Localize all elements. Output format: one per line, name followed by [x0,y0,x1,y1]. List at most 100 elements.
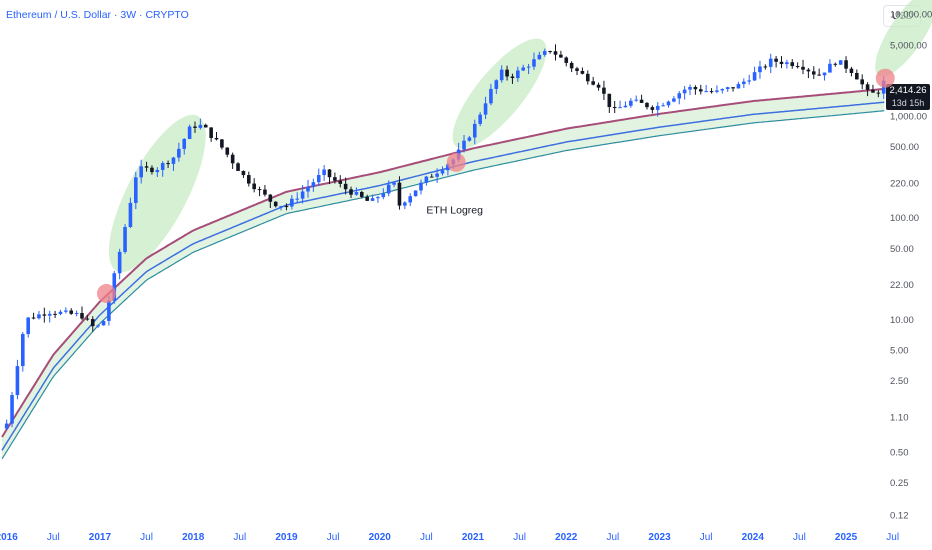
candle-body [306,186,310,192]
candle-body [424,176,429,183]
candle-body [96,325,100,327]
candle [338,175,343,188]
candle-body [419,182,423,191]
candle [661,102,665,107]
candle [365,194,369,202]
candle-body [107,300,111,321]
candle [123,223,127,254]
x-tick-label: 2023 [648,532,671,543]
candle-body [731,87,735,89]
candle [198,118,203,130]
candle [166,160,170,169]
candle-body [838,60,843,65]
candle [236,162,240,171]
candle [532,52,536,70]
candle-body [849,68,854,73]
candle [596,82,601,91]
candle [424,175,429,186]
candle [37,310,41,320]
candle-body [688,86,692,90]
candle [849,66,854,77]
candle [467,135,472,142]
candle-body [365,196,369,201]
candle-body [64,310,68,312]
y-tick-label: 10,000.00 [890,10,932,21]
candle [639,94,644,104]
candle [645,102,649,110]
candle [736,81,741,89]
candle-body [53,313,57,315]
y-tick-label: 500.00 [890,142,919,153]
y-tick-label: 1,000.00 [890,111,927,122]
candle-body [860,79,865,85]
candle-body [585,73,590,82]
candle-body [472,123,477,138]
candle-body [779,61,784,65]
candle-body [704,91,708,93]
candle [725,86,730,92]
candle [311,178,316,192]
candle-body [166,163,170,165]
candle-body [403,202,407,206]
candle-body [230,154,235,164]
candle [128,197,133,228]
candle-body [505,69,509,77]
candle [790,59,795,69]
candle [241,170,246,178]
candle [709,88,714,94]
y-axis[interactable]: 10,000.00 5,000.00 1,000.00 500.00 220.00 100… [890,10,932,522]
candle-body [241,170,246,176]
candle [607,93,612,114]
candle [763,64,768,70]
logreg-upper-line [1,87,885,438]
candle [575,66,579,76]
x-tick-label: Jul [47,532,60,543]
candle-body [596,84,601,88]
candle-body [123,227,127,252]
candle-body [467,137,472,141]
chart-title[interactable]: Ethereum / U.S. Dollar · 3W · CRYPTO [6,9,189,21]
candle-body [117,251,122,274]
candle [478,112,482,127]
candle-body [521,67,526,71]
y-tick-label: 220.00 [890,178,919,189]
candle-body [618,107,622,109]
x-tick-label: Jul [513,532,526,543]
candle-body [225,147,230,155]
candle [462,134,466,153]
candle-body [494,80,499,89]
candle [650,105,655,114]
candle [370,194,375,202]
candle [134,171,138,210]
candle [284,203,289,211]
candle-body [510,76,515,79]
candle [483,96,488,120]
candle [634,95,639,102]
y-tick-label: 0.12 [890,510,909,521]
candle [693,85,698,95]
candle [203,123,208,128]
candle-body [413,190,418,197]
candle-body [725,87,730,90]
candle-body [370,198,375,201]
candle-body [440,170,445,174]
candle [193,121,197,133]
touch-circle-2 [446,152,466,172]
candle [225,147,230,158]
x-tick-label: 2020 [369,532,392,543]
candle [860,74,865,90]
logreg-lower-line [1,110,885,460]
candle-body [516,70,520,79]
candle-body [822,72,827,76]
candle-body [47,313,52,316]
candle [435,168,439,183]
candle-body [478,114,482,124]
candle-body [69,310,74,314]
candle-body [31,317,36,319]
candle [47,310,52,323]
candle-body [462,140,466,150]
candle [268,194,273,209]
candle-body [844,60,848,69]
